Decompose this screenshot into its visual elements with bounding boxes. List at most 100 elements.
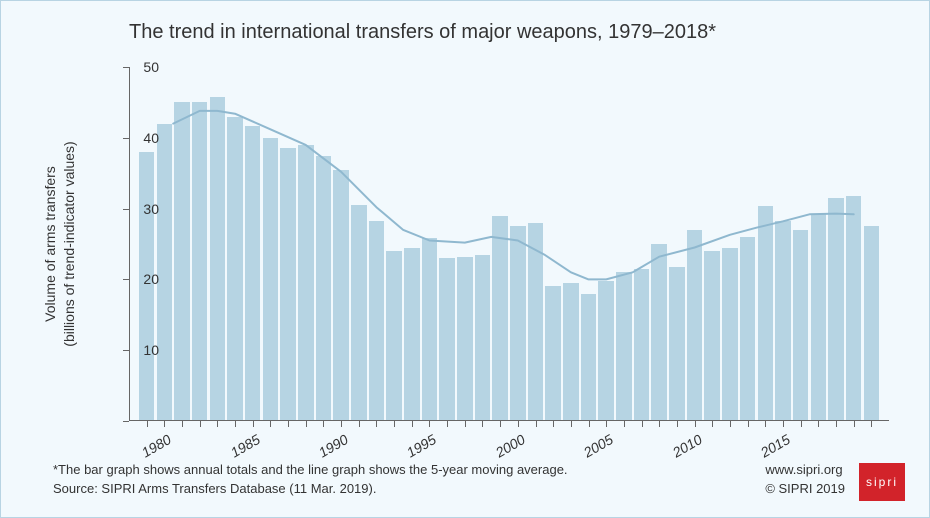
- x-tick: [482, 421, 483, 427]
- bar: [563, 283, 579, 421]
- bar: [351, 205, 367, 421]
- x-tick-label: 2005: [573, 431, 616, 465]
- x-tick: [394, 421, 395, 427]
- x-tick: [288, 421, 289, 427]
- bar: [528, 223, 544, 421]
- bar: [828, 198, 844, 421]
- x-tick-label: 2010: [662, 431, 705, 465]
- x-tick: [871, 421, 872, 427]
- footnote: *The bar graph shows annual totals and t…: [53, 461, 568, 480]
- footer-right: www.sipri.org © SIPRI 2019: [765, 461, 845, 499]
- y-axis-line: [129, 67, 130, 421]
- bar: [475, 255, 491, 421]
- x-axis-line: [129, 420, 889, 421]
- bar: [280, 148, 296, 421]
- bar: [227, 117, 243, 421]
- y-axis-label-line1: Volume of arms transfers: [41, 67, 60, 421]
- x-tick-label: 1995: [397, 431, 440, 465]
- footer-left: *The bar graph shows annual totals and t…: [53, 461, 568, 499]
- bar: [775, 221, 791, 421]
- bar: [793, 230, 809, 421]
- bar: [581, 294, 597, 421]
- bar: [369, 221, 385, 421]
- chart-frame: The trend in international transfers of …: [0, 0, 930, 518]
- bar: [492, 216, 508, 421]
- plot-canvas: [129, 67, 889, 421]
- x-tick-label: 1990: [308, 431, 351, 465]
- x-tick: [783, 421, 784, 427]
- y-axis-label: Volume of arms transfers (billions of tr…: [41, 67, 101, 421]
- bar: [758, 206, 774, 421]
- plot-area: [129, 67, 889, 421]
- source-line: Source: SIPRI Arms Transfers Database (1…: [53, 480, 568, 499]
- x-tick: [571, 421, 572, 427]
- bar: [510, 226, 526, 421]
- chart-title: The trend in international transfers of …: [129, 21, 716, 44]
- x-tick: [217, 421, 218, 427]
- bar: [245, 126, 261, 421]
- bar: [687, 230, 703, 421]
- bar: [439, 258, 455, 421]
- x-tick: [182, 421, 183, 427]
- bar: [864, 226, 880, 421]
- x-tick: [730, 421, 731, 427]
- bar: [704, 251, 720, 421]
- x-tick: [465, 421, 466, 427]
- y-tick-label: 30: [143, 201, 159, 217]
- x-tick: [589, 421, 590, 427]
- y-tick-label: 50: [143, 59, 159, 75]
- x-tick: [323, 421, 324, 427]
- bar: [811, 214, 827, 421]
- x-tick-label: 1985: [220, 431, 263, 465]
- bar: [386, 251, 402, 421]
- x-tick: [642, 421, 643, 427]
- footer-url: www.sipri.org: [765, 461, 845, 480]
- x-tick-label: 1980: [131, 431, 174, 465]
- bar: [846, 196, 862, 421]
- y-tick-label: 40: [143, 130, 159, 146]
- x-tick: [677, 421, 678, 427]
- bar: [740, 237, 756, 421]
- x-tick: [836, 421, 837, 427]
- x-tick: [624, 421, 625, 427]
- x-tick-label: 2015: [750, 431, 793, 465]
- bar: [422, 238, 438, 421]
- x-tick: [606, 421, 607, 427]
- y-tick-label: 10: [143, 342, 159, 358]
- bar: [316, 156, 332, 422]
- bar: [598, 281, 614, 421]
- footer-copyright: © SIPRI 2019: [765, 480, 845, 499]
- bar: [174, 102, 190, 421]
- x-tick: [235, 421, 236, 427]
- x-tick: [553, 421, 554, 427]
- y-tick: [123, 421, 129, 422]
- bar: [404, 248, 420, 421]
- x-tick: [306, 421, 307, 427]
- x-tick: [447, 421, 448, 427]
- x-tick: [500, 421, 501, 427]
- bar: [263, 138, 279, 421]
- x-tick: [854, 421, 855, 427]
- x-tick: [536, 421, 537, 427]
- x-tick: [695, 421, 696, 427]
- x-tick: [341, 421, 342, 427]
- bar: [333, 170, 349, 421]
- x-tick: [748, 421, 749, 427]
- x-tick: [376, 421, 377, 427]
- y-tick-label: 20: [143, 271, 159, 287]
- x-tick: [147, 421, 148, 427]
- x-tick-label: 2000: [485, 431, 528, 465]
- x-tick: [200, 421, 201, 427]
- x-tick: [429, 421, 430, 427]
- x-tick: [801, 421, 802, 427]
- x-tick: [765, 421, 766, 427]
- bar: [616, 272, 632, 421]
- bar: [210, 97, 226, 421]
- bar: [651, 244, 667, 421]
- bar: [298, 145, 314, 421]
- bar: [545, 286, 561, 421]
- bar: [634, 269, 650, 421]
- bar: [457, 257, 473, 421]
- y-axis-label-line2: (billions of trend-indicator values): [60, 67, 79, 421]
- x-tick: [270, 421, 271, 427]
